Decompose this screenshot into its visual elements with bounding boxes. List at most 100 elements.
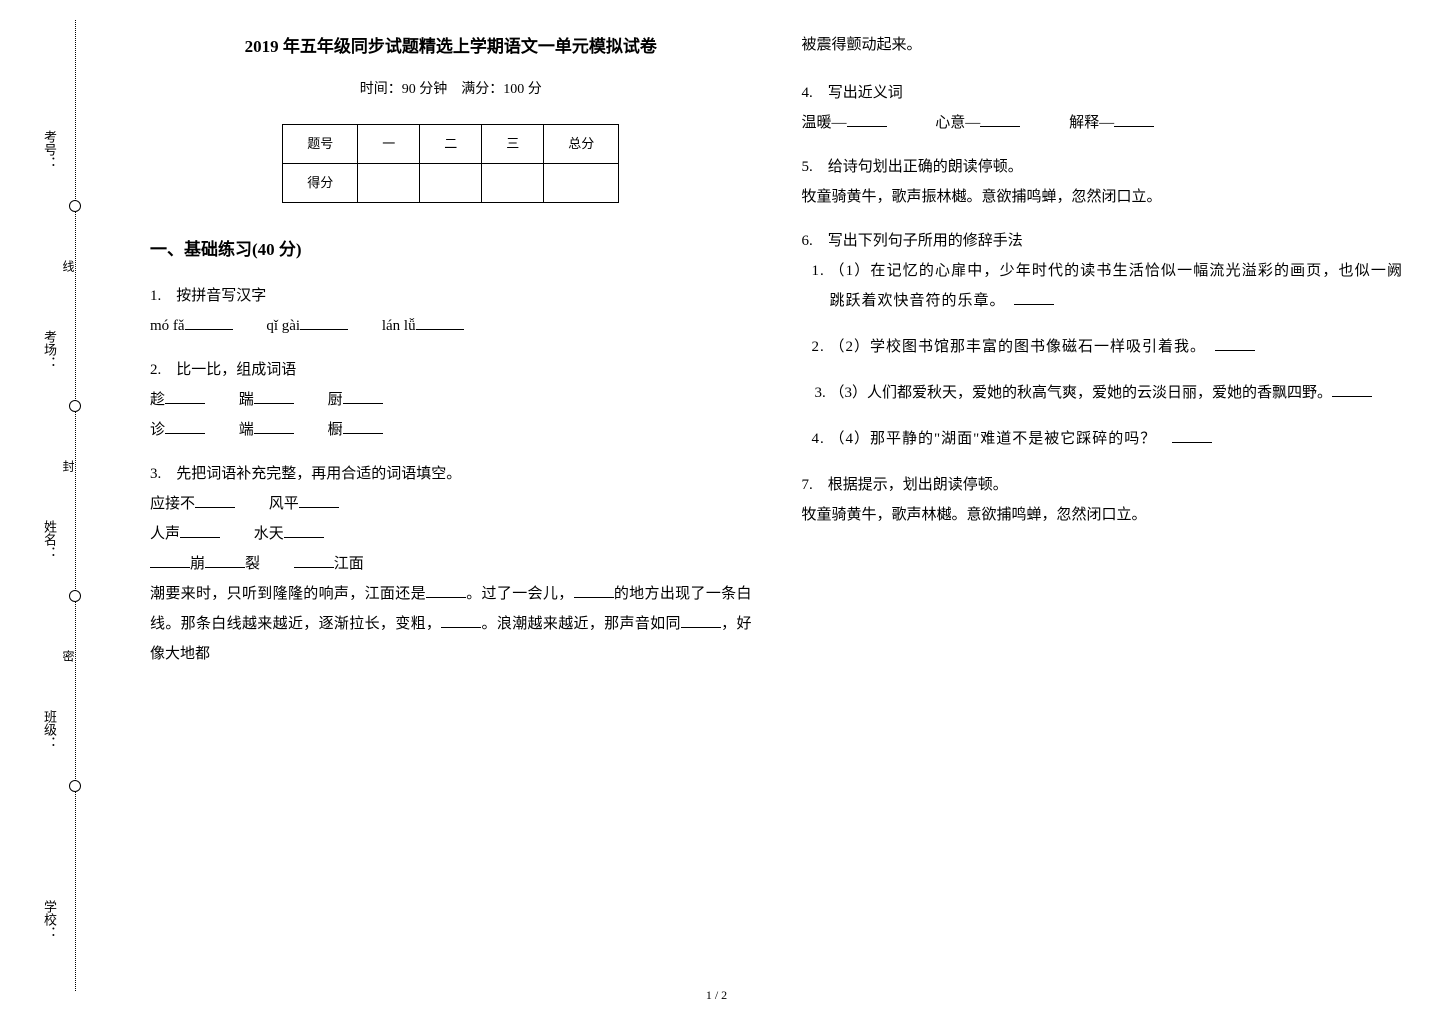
char: 端 [239,422,254,438]
label-school: 学校： [40,900,59,939]
label-exam-room: 考场： [40,330,59,369]
word: 心意— [935,115,980,131]
q3: 3. 先把词语补充完整，再用合适的词语填空。 应接不 风平 人声 水天 崩 裂 江… [150,459,752,669]
label-exam-id: 考号： [40,130,59,169]
seal-dotted-line [75,20,76,991]
th-col: 三 [482,125,544,164]
q6-sublist: （1）在记忆的心扉中，少年时代的读书生活恰似一幅流光溢彩的画页，也似一阙跳跃着欢… [802,256,1404,454]
q6-sub1: （1）在记忆的心扉中，少年时代的读书生活恰似一幅流光溢彩的画页，也似一阙跳跃着欢… [830,256,1404,316]
pinyin: lán lǚ [382,318,416,334]
idiom: 风平 [269,496,299,512]
q1: 1. 按拼音写汉字 mó fǎ qǐ gài lán lǚ [150,281,752,341]
word: 解释— [1069,115,1114,131]
left-column: 2019 年五年级同步试题精选上学期语文一单元模拟试卷 时间：90 分钟 满分：… [150,30,752,981]
idiom: 崩 [190,556,205,572]
blank [1172,428,1212,443]
blank [1332,382,1372,397]
text: 。浪潮越来越近，那声音如同 [481,616,681,632]
th-total: 总分 [544,125,619,164]
exam-title: 2019 年五年级同步试题精选上学期语文一单元模拟试卷 [150,30,752,64]
seal-circle [69,780,81,792]
text: （3）人们都爱秋天，爱她的秋高气爽，爱她的云淡日丽，爱她的香飘四野。 [830,385,1333,401]
text: 。过了一会儿， [466,586,574,602]
q3-label: 3. 先把词语补充完整，再用合适的词语填空。 [150,459,752,489]
q2-label: 2. 比一比，组成词语 [150,355,752,385]
seal-char-xian: 线 [60,260,77,290]
word: 温暖— [802,115,847,131]
idiom: 江面 [334,556,364,572]
seal-char-mi: 密 [60,650,77,680]
seal-char-feng: 封 [60,460,77,490]
q6-sub4: （4）那平静的"湖面"难道不是被它踩碎的吗？ [830,424,1404,454]
td-cell [544,164,619,203]
th-col: 二 [420,125,482,164]
blank [205,553,245,568]
td-cell [358,164,420,203]
q3-line2: 人声 水天 [150,519,752,549]
blank [254,419,294,434]
blank [574,583,614,598]
blank [195,493,235,508]
q1-line: mó fǎ qǐ gài lán lǚ [150,311,752,341]
td-cell [420,164,482,203]
seal-circle [69,590,81,602]
idiom: 应接不 [150,496,195,512]
blank [165,389,205,404]
blank [343,389,383,404]
q7-poem: 牧童骑黄牛，歌声林樾。意欲捕鸣蝉，忽然闭口立。 [802,500,1404,530]
q5: 5. 给诗句划出正确的朗读停顿。 牧童骑黄牛，歌声振林樾。意欲捕鸣蝉，忽然闭口立… [802,152,1404,212]
q2: 2. 比一比，组成词语 趁 踹 厨 诊 端 橱 [150,355,752,445]
blank [299,493,339,508]
seal-circle [69,200,81,212]
score-table: 题号 一 二 三 总分 得分 [282,124,619,203]
q6-sub2: （2）学校图书馆那丰富的图书像磁石一样吸引着我。 [830,332,1404,362]
blank [426,583,466,598]
char: 橱 [328,422,343,438]
idiom: 裂 [245,556,260,572]
q6-label: 6. 写出下列句子所用的修辞手法 [802,226,1404,256]
blank [416,315,464,330]
blank [1014,290,1054,305]
char: 趁 [150,392,165,408]
blank [150,553,190,568]
seal-circle [69,400,81,412]
blank [180,523,220,538]
q1-label: 1. 按拼音写汉字 [150,281,752,311]
char: 踹 [239,392,254,408]
blank [343,419,383,434]
q2-row1: 趁 踹 厨 [150,385,752,415]
idiom: 人声 [150,526,180,542]
section-heading: 一、基础练习(40 分) [150,233,752,267]
text: 潮要来时，只听到隆隆的响声，江面还是 [150,586,426,602]
q4: 4. 写出近义词 温暖— 心意— 解释— [802,78,1404,138]
blank [254,389,294,404]
char: 厨 [328,392,343,408]
blank [681,613,721,628]
blank [294,553,334,568]
page-content: 2019 年五年级同步试题精选上学期语文一单元模拟试卷 时间：90 分钟 满分：… [150,30,1403,981]
page-number: 1 / 2 [706,988,727,1003]
binding-margin: 考号： 线 考场： 封 姓名： 密 班级： 学校： [0,0,120,1011]
blank [1215,336,1255,351]
th-label: 题号 [283,125,358,164]
table-row: 题号 一 二 三 总分 [283,125,619,164]
blank [441,613,481,628]
td-cell [482,164,544,203]
q5-label: 5. 给诗句划出正确的朗读停顿。 [802,152,1404,182]
q4-line: 温暖— 心意— 解释— [802,108,1404,138]
blank [1114,112,1154,127]
exam-subtitle: 时间：90 分钟 满分：100 分 [150,76,752,104]
q3-paragraph: 潮要来时，只听到隆隆的响声，江面还是。过了一会儿，的地方出现了一条白线。那条白线… [150,579,752,669]
blank [847,112,887,127]
blank [980,112,1020,127]
q3-line1: 应接不 风平 [150,489,752,519]
q2-row2: 诊 端 橱 [150,415,752,445]
td-label: 得分 [283,164,358,203]
idiom: 水天 [254,526,284,542]
label-name: 姓名： [40,520,59,559]
pinyin: qǐ gài [266,318,300,334]
text: （1）在记忆的心扉中，少年时代的读书生活恰似一幅流光溢彩的画页，也似一阙跳跃着欢… [830,263,1404,309]
pinyin: mó fǎ [150,318,185,334]
blank [300,315,348,330]
q6: 6. 写出下列句子所用的修辞手法 （1）在记忆的心扉中，少年时代的读书生活恰似一… [802,226,1404,454]
